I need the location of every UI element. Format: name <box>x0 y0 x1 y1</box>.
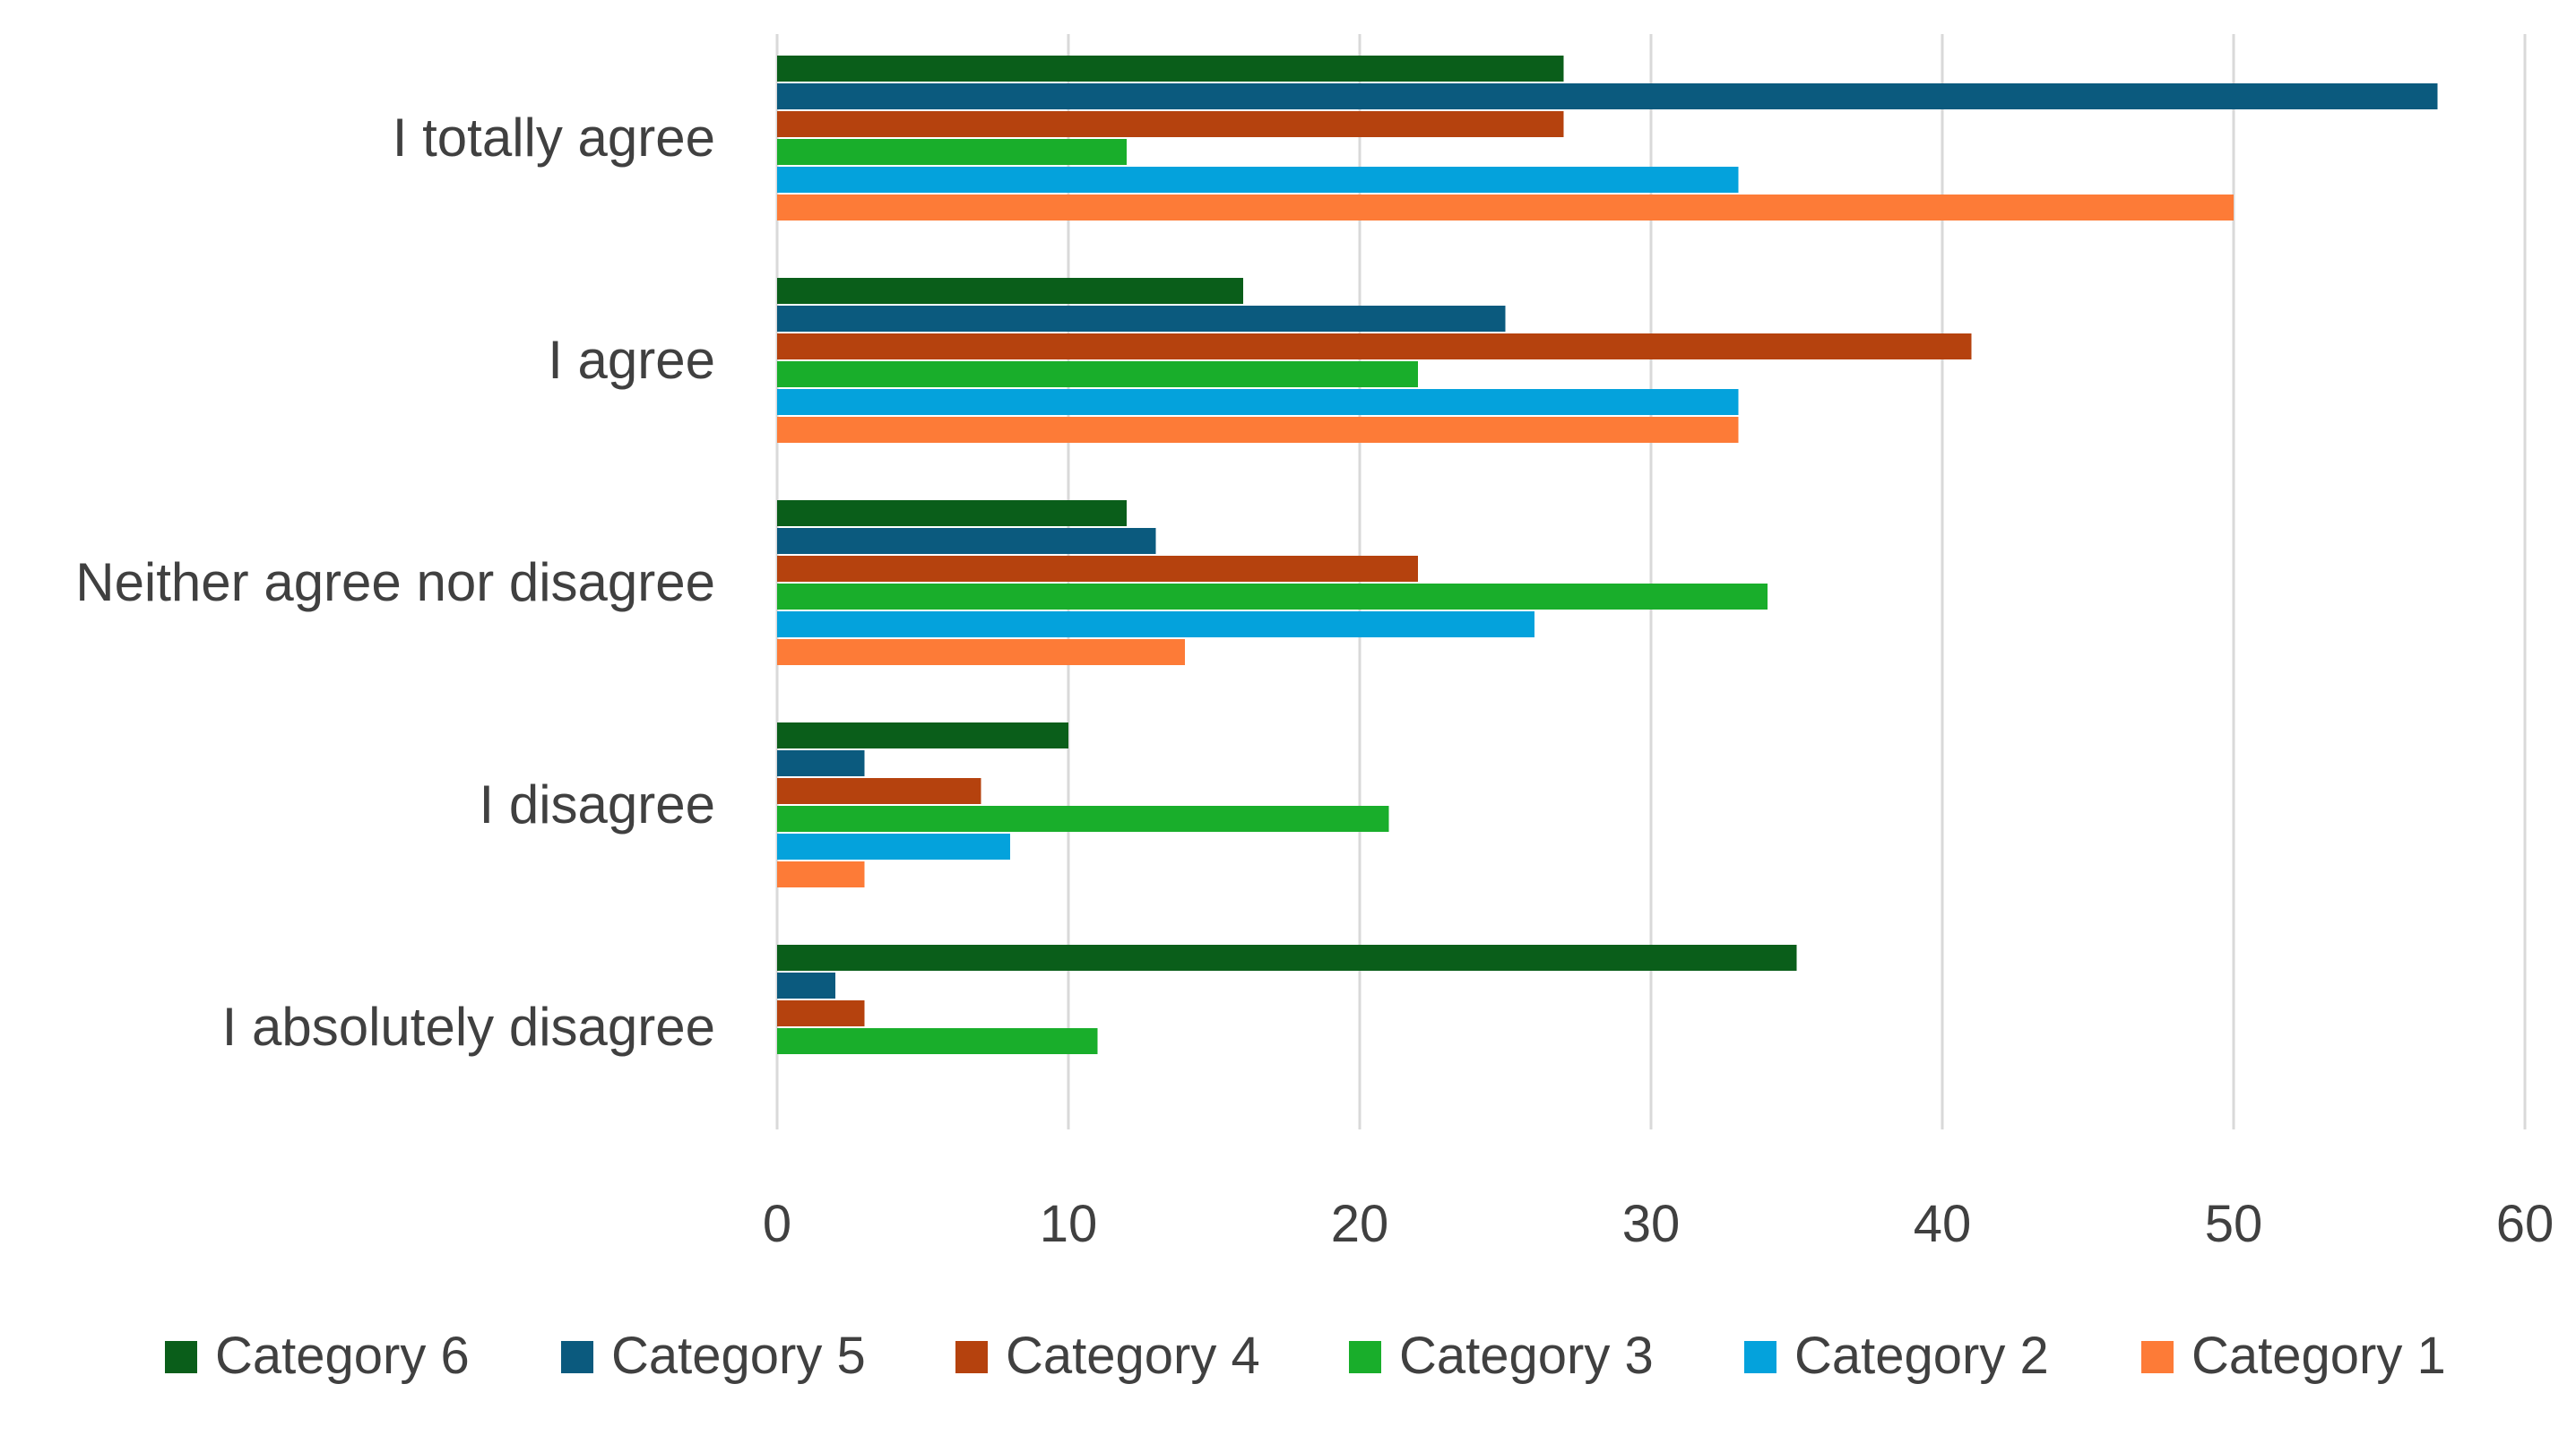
x-tick-label-50: 50 <box>2205 1195 2263 1253</box>
bar-category-6-3 <box>777 722 1068 748</box>
bar-category-1-1 <box>777 417 1739 443</box>
bar-category-1-2 <box>777 639 1185 665</box>
bar-category-6-2 <box>777 500 1127 526</box>
bar-category-2-0 <box>777 167 1739 193</box>
legend-swatch <box>561 1341 593 1373</box>
bar-category-3-4 <box>777 1028 1098 1054</box>
bar-category-2-1 <box>777 389 1739 415</box>
category-label: I agree <box>548 330 715 390</box>
bar-category-4-4 <box>777 1000 865 1026</box>
x-tick-label-60: 60 <box>2496 1195 2554 1253</box>
legend-swatch <box>2141 1341 2174 1373</box>
x-tick-label-0: 0 <box>763 1195 791 1253</box>
category-axis-labels: I totally agree I agree Neither agree nor … <box>75 108 715 1057</box>
legend-swatch <box>165 1341 197 1373</box>
bar-category-3-1 <box>777 361 1418 387</box>
bar-category-2-3 <box>777 834 1010 860</box>
bar-category-4-1 <box>777 333 1972 359</box>
legend: Category 6 Category 5 Category 4 Category 3… <box>165 1327 2446 1385</box>
bar-category-6-1 <box>777 278 1243 304</box>
legend-label: Category 3 <box>1399 1327 1654 1385</box>
bar-category-5-3 <box>777 750 865 776</box>
x-tick-label-20: 20 <box>1331 1195 1389 1253</box>
legend-label: Category 4 <box>1006 1327 1260 1385</box>
bar-category-6-0 <box>777 56 1564 82</box>
bar-category-5-0 <box>777 83 2438 109</box>
bar-category-3-0 <box>777 139 1127 165</box>
legend-swatch <box>1349 1341 1381 1373</box>
bar-category-4-3 <box>777 778 981 804</box>
category-label: I totally agree <box>393 108 715 168</box>
legend-label: Category 2 <box>1794 1327 2049 1385</box>
legend-label: Category 5 <box>611 1327 866 1385</box>
bar-category-5-4 <box>777 973 835 999</box>
bar-category-5-1 <box>777 306 1506 332</box>
x-tick-label-10: 10 <box>1040 1195 1098 1253</box>
legend-label: Category 1 <box>2191 1327 2446 1385</box>
legend-swatch <box>955 1341 988 1373</box>
bar-category-4-0 <box>777 111 1564 137</box>
bar-category-1-0 <box>777 195 2234 221</box>
bar-category-4-2 <box>777 556 1418 582</box>
bar-category-5-2 <box>777 528 1156 554</box>
bars <box>777 56 2438 1054</box>
legend-swatch <box>1744 1341 1776 1373</box>
x-tick-label-30: 30 <box>1622 1195 1681 1253</box>
category-label: Neither agree nor disagree <box>75 552 715 612</box>
category-label: I absolutely disagree <box>222 997 715 1057</box>
category-label: I disagree <box>480 774 716 835</box>
bar-category-3-2 <box>777 584 1768 610</box>
bar-category-2-2 <box>777 611 1534 637</box>
bar-category-3-3 <box>777 806 1389 832</box>
bar-category-6-4 <box>777 945 1797 971</box>
legend-label: Category 6 <box>215 1327 470 1385</box>
bar-category-1-3 <box>777 861 865 887</box>
x-tick-label-40: 40 <box>1914 1195 1972 1253</box>
value-axis-tick-labels: 0 10 20 30 40 50 60 <box>763 1195 2554 1253</box>
